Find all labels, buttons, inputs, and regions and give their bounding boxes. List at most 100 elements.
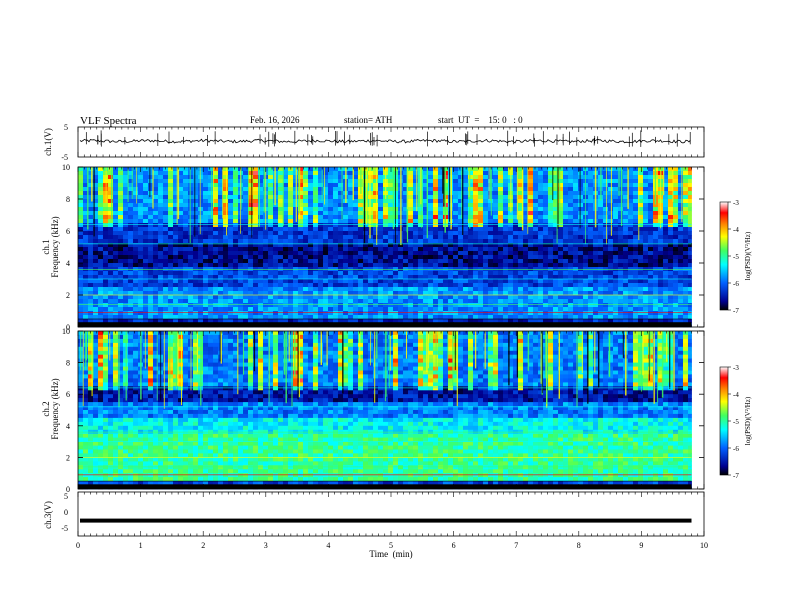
spectrogram-cell [623,251,629,256]
spectrogram-cell [458,307,464,312]
spectrogram-cell [148,247,154,252]
spectrogram-cell [523,203,529,208]
spectrogram-cell [618,271,624,276]
spectrogram-cell [308,315,314,320]
spectrogram-cell [633,199,639,204]
spectrogram-cell [678,287,684,292]
spectrogram-cell [463,279,469,284]
spectrogram-cell [428,215,434,220]
spectrogram-cell [633,231,639,236]
spectrogram-cell [633,299,639,304]
spectrogram-cell [223,315,229,320]
spectrogram-cell [403,311,409,316]
spectrogram-cell [548,291,554,296]
spectrogram-cell [458,235,464,240]
spectrogram-cell [593,291,599,296]
spectrogram-cell [618,223,624,228]
spectrogram-cell [593,283,599,288]
spectrogram-cell [328,239,334,244]
spectrogram-cell [368,251,374,256]
spectrogram-cell [488,283,494,288]
spectrogram-cell [398,279,404,284]
spectrogram-cell [313,207,319,212]
spectrogram-cell [463,171,469,176]
spectrogram-cell [508,259,514,264]
spectrogram-cell [518,259,524,264]
spectrogram-cell [418,315,424,320]
spectrogram-cell [288,171,294,176]
spectrogram-cell [353,191,359,196]
spectrogram-cell [178,199,184,204]
spectrogram-cell [448,299,454,304]
spectrogram-cell [663,271,669,276]
spectrogram-cell [298,315,304,320]
spectrogram-cell [273,251,279,256]
spectrogram-cell [298,207,304,212]
spectrogram-cell [383,199,389,204]
spectrogram-cell [288,291,294,296]
spectrogram-cell [563,283,569,288]
spectrogram-cell [93,295,99,300]
spectrogram-cell [223,191,229,196]
spectrogram-cell [473,247,479,252]
spectrogram-cell [378,235,384,240]
spectrogram-cell [583,263,589,268]
spectrogram-cell [223,255,229,260]
spectrogram-cell [323,283,329,288]
spectrogram-cell [688,251,692,256]
spectrogram-cell [403,219,409,224]
spectrogram-cell [403,187,409,192]
spectrogram-cell [598,255,604,260]
spectrogram-cell [128,187,134,192]
spectrogram-cell [378,183,384,188]
spectrogram-cell [278,247,284,252]
spectrogram-cell [323,275,329,280]
spectrogram-cell [83,219,89,224]
spectrogram-cell [283,183,289,188]
spectrogram-cell [198,283,204,288]
spectrogram-cell [243,239,249,244]
spectrogram-cell [558,299,564,304]
spectrogram-cell [388,263,394,268]
spectrogram-cell [563,247,569,252]
spectrogram-cell [398,283,404,288]
spectrogram-cell [663,195,669,200]
spectrogram-cell [333,259,339,264]
spectrogram-cell [448,235,454,240]
spectrogram-cell [323,247,329,252]
spectrogram-cell [333,175,339,180]
spectrogram-cell [678,231,684,236]
spectrogram-cell [143,203,149,208]
spectrogram-cell [163,231,169,236]
spectrogram-cell [428,227,434,232]
spectrogram-cell [488,207,494,212]
spectrogram-cell [413,211,419,216]
spectrogram-cell [258,259,264,264]
spectrogram-cell [528,219,534,224]
spectrogram-cell [528,167,534,172]
spectrogram-cell [233,175,239,180]
spectrogram-cell [673,171,679,176]
spectrogram-cell [498,215,504,220]
spectrogram-cell [468,219,474,224]
spectrogram-cell [623,287,629,292]
spectrogram-cell [333,283,339,288]
spectrogram-cell [128,171,134,176]
spectrogram-cell [418,303,424,308]
spectrogram-cell [103,227,109,232]
spectrogram-cell [528,191,534,196]
spectrogram-cell [673,319,679,324]
spectrogram-cell [643,263,649,268]
spectrogram-cell [393,287,399,292]
spectrogram-cell [373,271,379,276]
spectrogram-cell [553,227,559,232]
spectrogram-cell [413,271,419,276]
spectrogram-cell [593,295,599,300]
spectrogram-cell [603,215,609,220]
spectrogram-cell [148,167,154,172]
spectrogram-cell [308,263,314,268]
spectrogram-cell [253,247,259,252]
spectrogram-cell [458,215,464,220]
spectrogram-cell [628,255,634,260]
spectrogram-cell [528,263,534,268]
